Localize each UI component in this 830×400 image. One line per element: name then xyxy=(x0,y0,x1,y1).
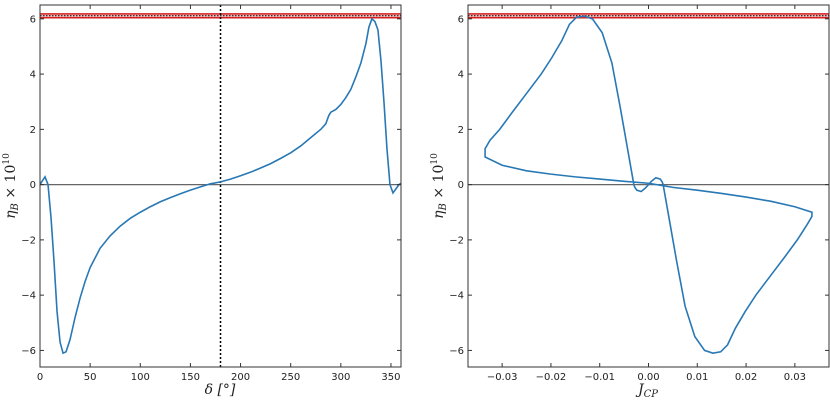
y-tick-label: −2 xyxy=(449,235,464,246)
x-tick-label: −0.02 xyxy=(536,372,567,383)
x-tick-label: 0.02 xyxy=(735,372,757,383)
x-tick-label: 50 xyxy=(84,372,97,383)
x-tick-label: 200 xyxy=(231,372,250,383)
right-plot-frame xyxy=(467,4,830,368)
y-tick-label: 6 xyxy=(30,14,36,25)
x-tick-label: −0.03 xyxy=(487,372,518,383)
left-y-axis-label: ηB × 1010 xyxy=(2,153,21,219)
left-x-ticks: 0 50 100 150 200 250 300 350 xyxy=(37,5,401,383)
y-tick-label: −6 xyxy=(21,346,36,357)
x-tick-label: 250 xyxy=(281,372,300,383)
right-x-ticks: −0.03 −0.02 −0.01 0.00 0.01 0.02 0.03 xyxy=(487,5,806,383)
right-observed-band xyxy=(468,13,829,19)
right-y-ticks: −6 −4 −2 0 2 4 6 xyxy=(449,14,829,357)
y-tick-label: 2 xyxy=(458,125,464,136)
right-y-axis-label: ηB × 1010 xyxy=(430,153,449,219)
y-tick-label: 0 xyxy=(458,180,464,191)
y-tick-label: 6 xyxy=(458,14,464,25)
left-y-ticks: −6 −4 −2 0 2 4 6 xyxy=(21,14,401,357)
x-tick-label: 0.03 xyxy=(784,372,806,383)
left-plot-frame xyxy=(39,4,402,368)
y-tick-label: 4 xyxy=(30,70,36,81)
y-tick-label: 0 xyxy=(30,180,36,191)
left-panel: 0 50 100 150 200 250 300 350 −6 −4 −2 0 2 4 6 δ [°] η… xyxy=(2,4,402,398)
right-panel: −0.03 −0.02 −0.01 0.00 0.01 0.02 0.03 −6 −4 −2 0 2… xyxy=(430,4,830,400)
y-tick-label: −2 xyxy=(21,235,36,246)
right-series-line xyxy=(484,15,813,355)
right-x-axis-label: JCP xyxy=(635,382,658,400)
y-tick-label: −6 xyxy=(449,346,464,357)
left-series-line xyxy=(40,17,401,355)
x-tick-label: 0 xyxy=(37,372,43,383)
y-tick-label: 4 xyxy=(458,70,464,81)
x-tick-label: 350 xyxy=(381,372,400,383)
x-tick-label: −0.01 xyxy=(584,372,615,383)
y-tick-label: −4 xyxy=(21,291,36,302)
x-tick-label: 300 xyxy=(331,372,350,383)
y-tick-label: 2 xyxy=(30,125,36,136)
x-tick-label: 0.00 xyxy=(637,372,659,383)
left-x-axis-label: δ [°] xyxy=(205,382,236,398)
y-tick-label: −4 xyxy=(449,291,464,302)
x-tick-label: 0.01 xyxy=(686,372,708,383)
x-tick-label: 150 xyxy=(181,372,200,383)
x-tick-label: 100 xyxy=(131,372,150,383)
